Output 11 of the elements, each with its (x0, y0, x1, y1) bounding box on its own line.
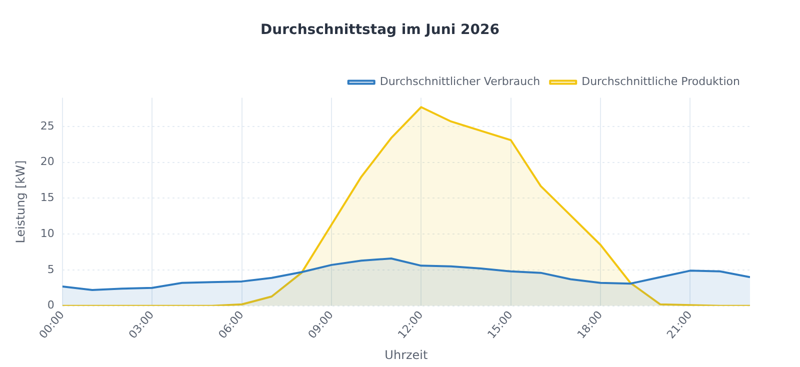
y-axis-title: Leistung [kW] (13, 160, 28, 244)
legend-label: Durchschnittlicher Verbrauch (380, 75, 540, 88)
y-tick-label: 10 (40, 226, 54, 240)
y-tick-label: 20 (40, 155, 54, 168)
x-axis-title: Uhrzeit (384, 348, 428, 362)
legend-label: Durchschnittliche Produktion (582, 75, 740, 88)
y-tick-label: 25 (40, 119, 54, 132)
y-tick-label: 0 (47, 298, 54, 312)
y-tick-label: 15 (40, 191, 54, 204)
y-tick-label: 5 (47, 262, 54, 276)
chart-title: Durchschnittstag im Juni 2026 (260, 22, 500, 38)
